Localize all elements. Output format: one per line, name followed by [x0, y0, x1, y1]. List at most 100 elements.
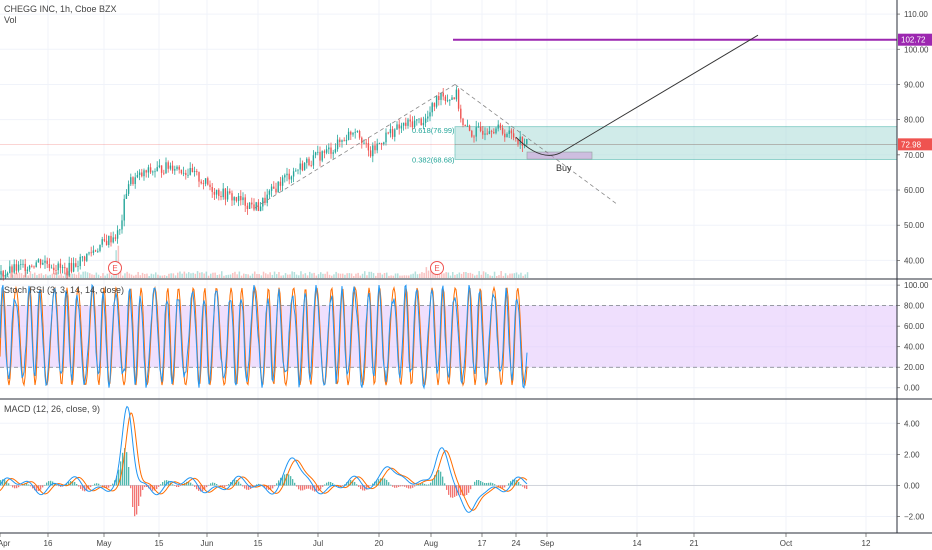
- candle-body: [299, 163, 301, 170]
- candle-body: [66, 268, 68, 276]
- macd-histogram-bar: [380, 478, 382, 486]
- volume-bar: [16, 273, 18, 278]
- symbol-legend[interactable]: CHEGG INC, 1h, Cboe BZX: [4, 4, 117, 14]
- volume-bar: [130, 274, 133, 278]
- macd-histogram-bar: [244, 485, 246, 489]
- volume-bar: [124, 273, 126, 278]
- earnings-label: E: [112, 264, 117, 273]
- macd-histogram-bar: [152, 485, 154, 491]
- macd-histogram-bar: [354, 482, 356, 486]
- volume-bar: [218, 274, 221, 278]
- last-price-tag-text: 72.98: [901, 140, 922, 149]
- candle-body: [55, 270, 57, 271]
- candle-body: [449, 100, 451, 101]
- candle-body: [405, 122, 407, 126]
- macd-histogram-bar: [270, 485, 272, 490]
- candle-body: [134, 177, 136, 184]
- volume-bar: [381, 274, 384, 278]
- candle-body: [22, 263, 24, 265]
- volume-bar: [251, 273, 254, 278]
- macd-histogram-bar: [160, 484, 162, 486]
- candle-body: [215, 189, 218, 195]
- candle-body: [339, 139, 341, 142]
- candle-body: [462, 118, 464, 125]
- volume-bar: [502, 275, 505, 278]
- macd-histogram-bar: [42, 485, 44, 488]
- volume-legend[interactable]: Vol: [4, 15, 17, 25]
- time-tick-label: Jun: [201, 539, 214, 548]
- candle-body: [288, 173, 290, 180]
- candle-body: [112, 237, 114, 243]
- macd-histogram-bar: [408, 485, 410, 489]
- volume-bar: [324, 273, 326, 278]
- volume-bar: [315, 275, 318, 278]
- pane-separators[interactable]: [0, 0, 932, 534]
- macd-legend[interactable]: MACD (12, 26, close, 9): [4, 404, 100, 414]
- macd-histogram-bar: [126, 452, 128, 486]
- macd-histogram-bar: [300, 485, 302, 491]
- stoch-rsi-legend[interactable]: Stoch RSI (3, 3, 14, 14, close): [4, 285, 124, 295]
- candle-body: [136, 175, 139, 178]
- candle-body: [323, 151, 326, 153]
- macd-histogram-bar: [60, 485, 62, 487]
- macd-histogram-bar: [462, 485, 464, 496]
- volume-bar: [53, 273, 56, 278]
- macd-histogram-bar: [40, 485, 42, 490]
- macd-histogram-bar: [256, 484, 258, 486]
- volume-bar: [262, 271, 265, 278]
- macd-histogram-bar: [454, 485, 456, 497]
- candle-body: [314, 152, 317, 156]
- volume-bar: [7, 275, 10, 278]
- candle-body: [75, 263, 77, 267]
- macd-histogram-bar: [144, 485, 146, 488]
- volume-bar: [227, 274, 230, 278]
- time-axis[interactable]: Apr 16 May 15 Jun 15 Jul 20 Aug 17 24 Sep 14 21 Oct 12: [0, 533, 871, 548]
- macd-histogram-bar: [316, 485, 318, 492]
- volume-bar: [104, 275, 106, 278]
- volume-bar: [500, 271, 502, 278]
- axis-tick-label: 70.00: [904, 151, 925, 160]
- macd-histogram-bar: [416, 484, 418, 486]
- axis-tick-label: 50.00: [904, 221, 925, 230]
- macd-histogram-bar: [130, 485, 132, 489]
- volume-bar: [478, 271, 480, 278]
- volume-bar: [42, 275, 45, 278]
- volume-bar: [386, 272, 388, 278]
- axis-tick-label: 80.00: [904, 302, 925, 311]
- macd-histogram-bar: [520, 484, 522, 486]
- macd-histogram-bar: [16, 485, 18, 489]
- macd-histogram-bar: [80, 485, 82, 489]
- macd-histogram-bar: [94, 483, 96, 486]
- axis-tick-label: 80.00: [904, 116, 925, 125]
- volume-bar: [185, 273, 188, 278]
- volume-bar: [335, 271, 337, 278]
- macd-histogram-bar: [208, 484, 210, 486]
- candle-body: [189, 168, 191, 175]
- candle-body: [512, 133, 515, 138]
- candle-body: [440, 92, 442, 100]
- candle-body: [306, 158, 308, 163]
- volume-bar: [368, 271, 370, 278]
- macd-histogram-bar: [106, 485, 108, 489]
- candle-body: [90, 252, 92, 254]
- volume-bar: [366, 275, 368, 278]
- candle-body: [86, 253, 88, 261]
- macd-histogram-bar: [286, 473, 288, 486]
- volume-bar: [434, 273, 436, 278]
- candle-body: [235, 197, 238, 201]
- candle-body: [222, 188, 224, 198]
- macd-histogram-bar: [484, 483, 486, 486]
- volume-bar: [509, 273, 511, 278]
- macd-histogram-bar: [356, 484, 358, 486]
- macd-histogram-bar: [252, 485, 254, 488]
- candle-body: [81, 256, 84, 258]
- macd-histogram-bar: [176, 485, 178, 487]
- volume-bar: [361, 273, 364, 278]
- volume-bar: [205, 271, 208, 278]
- trend-drawings[interactable]: Buy E E: [0, 34, 897, 275]
- price-axis[interactable]: 40.00 50.00 60.00 70.00 80.00 90.00 100.00 110.…: [897, 10, 932, 521]
- volume-bar: [405, 275, 408, 278]
- volume-bar: [276, 274, 278, 278]
- candle-body: [4, 275, 7, 277]
